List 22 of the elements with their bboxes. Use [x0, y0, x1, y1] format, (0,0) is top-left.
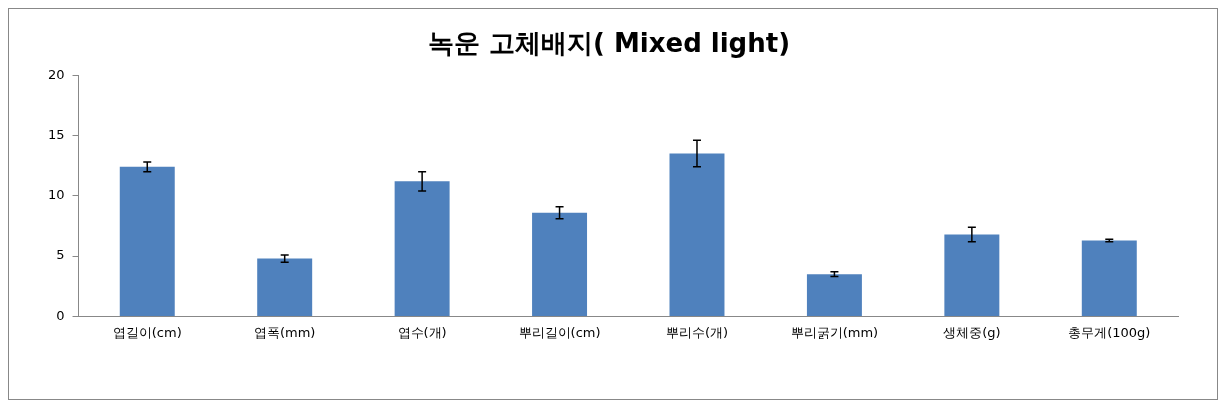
- x-tick-label: 엽수(개): [397, 324, 447, 340]
- bar: [944, 234, 1000, 316]
- chart-title: 녹운 고체배지( Mixed light): [427, 28, 791, 59]
- x-tick-label: 뿌리수(개): [665, 324, 729, 340]
- x-tick-label: 엽폭(mm): [253, 324, 316, 340]
- x-tick-label: 엽길이(cm): [112, 324, 182, 340]
- y-tick-label: 0: [56, 307, 65, 323]
- bar: [806, 274, 862, 316]
- bar: [669, 153, 725, 316]
- x-tick-label: 뿌리길이(cm): [518, 324, 601, 340]
- bar: [119, 166, 175, 316]
- x-tick-label: 총무게(100g): [1068, 324, 1151, 340]
- y-tick-label: 20: [48, 66, 65, 82]
- y-tick-label: 15: [48, 126, 65, 142]
- y-tick-label: 10: [48, 187, 65, 203]
- bar: [532, 212, 588, 316]
- bar: [1081, 240, 1137, 316]
- bar: [394, 181, 450, 316]
- x-tick-label: 뿌리굵기(mm): [790, 324, 879, 340]
- y-tick-label: 5: [56, 247, 65, 263]
- bar: [257, 258, 313, 316]
- x-tick-label: 생체중(g): [943, 324, 1001, 340]
